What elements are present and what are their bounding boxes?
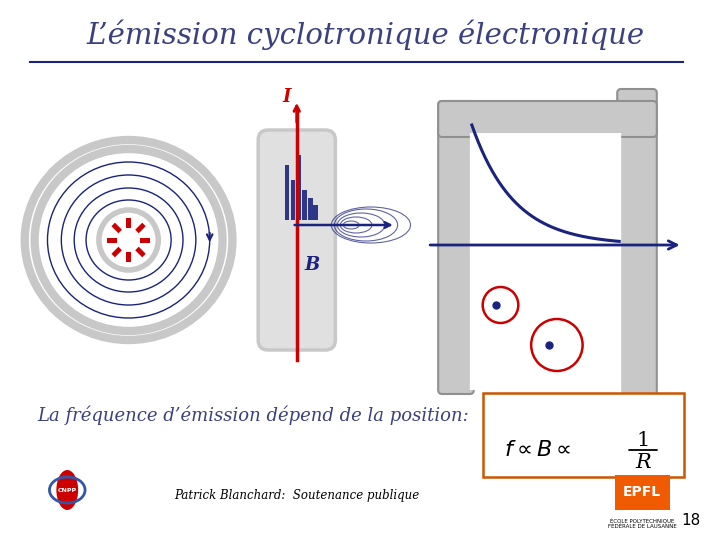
- Bar: [112, 247, 122, 258]
- Text: R: R: [635, 453, 651, 471]
- FancyBboxPatch shape: [482, 393, 685, 477]
- Bar: [291, 180, 295, 220]
- Bar: [313, 205, 318, 220]
- Text: Patrick Blanchard:  Soutenance publique: Patrick Blanchard: Soutenance publique: [174, 489, 419, 503]
- Text: La fréquence d’émission dépend de la position:: La fréquence d’émission dépend de la pos…: [37, 405, 469, 425]
- FancyBboxPatch shape: [258, 130, 336, 350]
- Bar: [140, 238, 150, 242]
- Bar: [302, 190, 307, 220]
- Bar: [135, 222, 145, 233]
- Text: $f \propto B \propto$: $f \propto B \propto$: [505, 439, 572, 461]
- Ellipse shape: [56, 470, 78, 510]
- Text: CNPP: CNPP: [58, 488, 77, 492]
- Text: 18: 18: [681, 513, 701, 528]
- Bar: [297, 155, 301, 220]
- FancyBboxPatch shape: [438, 101, 657, 137]
- Bar: [308, 198, 312, 220]
- FancyBboxPatch shape: [617, 89, 657, 397]
- Bar: [126, 252, 131, 262]
- Text: I: I: [283, 88, 292, 106]
- Ellipse shape: [99, 210, 158, 270]
- Polygon shape: [470, 133, 621, 393]
- Bar: [107, 238, 117, 242]
- Bar: [135, 247, 145, 258]
- Bar: [112, 222, 122, 233]
- FancyBboxPatch shape: [438, 101, 474, 394]
- Text: ÉCOLE POLYTECHNIQUE
FÉDÉRALE DE LAUSANNE: ÉCOLE POLYTECHNIQUE FÉDÉRALE DE LAUSANNE: [608, 518, 676, 529]
- Bar: [616, 475, 670, 510]
- Text: 1: 1: [636, 430, 649, 449]
- Text: B: B: [305, 256, 320, 274]
- Text: L’émission cyclotronique électronique: L’émission cyclotronique électronique: [87, 20, 645, 50]
- Bar: [284, 165, 289, 220]
- Bar: [126, 218, 131, 228]
- Text: EPFL: EPFL: [623, 485, 661, 499]
